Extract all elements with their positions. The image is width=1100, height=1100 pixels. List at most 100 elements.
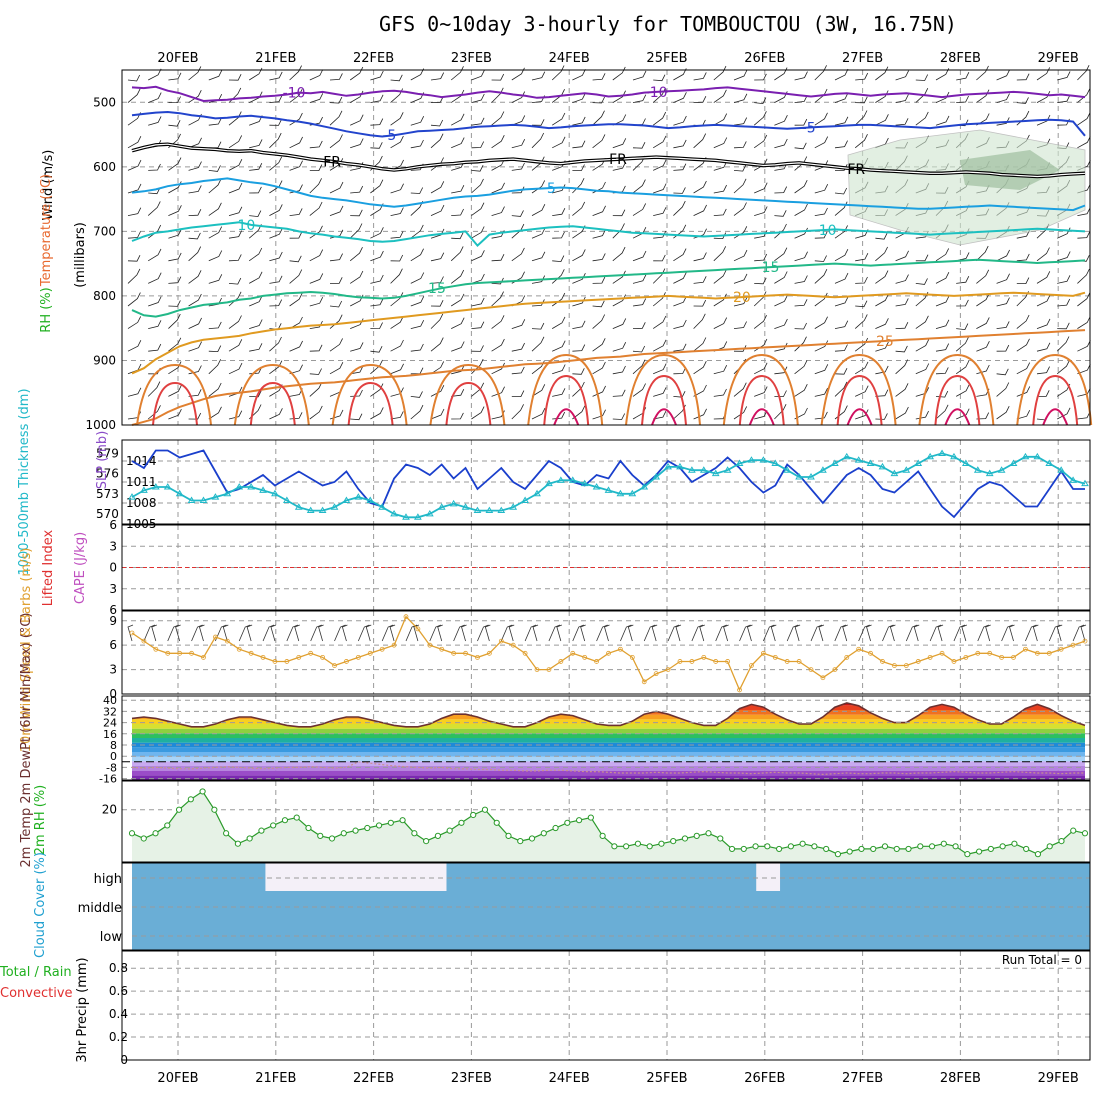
wind-barb bbox=[713, 246, 727, 262]
wind-barb bbox=[329, 300, 343, 308]
surface-wind-barb bbox=[572, 624, 584, 642]
wind-barb bbox=[269, 132, 282, 149]
wind-barb bbox=[632, 383, 646, 397]
wind-barb bbox=[430, 181, 445, 194]
temp-tick-label: -8 bbox=[106, 761, 117, 774]
wind-barb bbox=[814, 411, 828, 420]
wind-barb bbox=[592, 229, 606, 239]
thickness-marker bbox=[271, 489, 279, 497]
isotherm-label: 25 bbox=[876, 334, 894, 350]
rh-point bbox=[434, 832, 442, 839]
wind-barb bbox=[148, 272, 162, 284]
wind-barb bbox=[713, 293, 727, 307]
isotherm-label: 5 bbox=[547, 181, 556, 197]
wind-barb bbox=[1036, 342, 1051, 352]
wind-speed-point bbox=[665, 667, 671, 672]
surface-wind-barb bbox=[643, 624, 656, 642]
wind-barb bbox=[834, 405, 848, 420]
wind-speed-point bbox=[963, 654, 969, 660]
wind-speed-point bbox=[713, 659, 719, 664]
wind-barb bbox=[552, 255, 565, 263]
surface-wind-barb bbox=[905, 624, 918, 642]
wind-barb bbox=[693, 180, 707, 194]
rh-point bbox=[552, 824, 559, 832]
wind-barb bbox=[329, 96, 343, 104]
surface-wind-barb bbox=[310, 624, 322, 642]
wind-barb bbox=[1016, 338, 1030, 352]
wind-barb bbox=[774, 67, 788, 81]
lifted-index-tick-label: 6 bbox=[109, 603, 117, 617]
wind-barb bbox=[733, 93, 748, 103]
wind-tick-label: 3 bbox=[109, 663, 117, 677]
wind-barb bbox=[693, 361, 707, 375]
thickness-marker bbox=[1009, 459, 1018, 467]
wind-barb bbox=[228, 74, 242, 81]
wind-barb bbox=[855, 385, 869, 397]
wind-barb bbox=[612, 413, 626, 420]
cloud-level-label: high bbox=[94, 872, 122, 887]
wind-barb bbox=[208, 359, 222, 375]
wind-barb bbox=[612, 209, 626, 217]
wind-barb bbox=[612, 270, 626, 284]
wind-speed-point bbox=[177, 650, 183, 656]
wind-barb bbox=[875, 270, 889, 284]
thickness-marker bbox=[890, 469, 899, 477]
wind-barb bbox=[269, 156, 283, 171]
wind-barb bbox=[390, 316, 404, 329]
rh-point bbox=[199, 788, 206, 795]
wind-barb bbox=[814, 292, 828, 307]
temp-tick-label: 24 bbox=[103, 717, 117, 730]
wind-speed-point bbox=[725, 659, 731, 664]
wind-barb bbox=[1016, 410, 1031, 420]
thickness-tick-label: 579 bbox=[96, 446, 119, 460]
wind-barb bbox=[450, 66, 464, 81]
wind-barb bbox=[309, 273, 324, 284]
isotherm-label: 20 bbox=[733, 290, 751, 306]
precip-tick-label: 0.8 bbox=[109, 961, 128, 975]
wind-barb bbox=[834, 225, 848, 239]
wind-barb bbox=[976, 317, 990, 329]
wind-barb bbox=[249, 186, 262, 194]
wind-speed-point bbox=[689, 659, 695, 664]
wind-barb bbox=[1036, 247, 1050, 262]
wind-barb bbox=[653, 387, 667, 397]
surface-wind-barb bbox=[524, 624, 537, 642]
wind-barb bbox=[875, 246, 888, 262]
panel-border bbox=[121, 439, 1091, 525]
wind-barb bbox=[531, 299, 545, 307]
wind-barb bbox=[188, 209, 202, 216]
wind-tick-label: 0 bbox=[109, 687, 117, 701]
wind-barb bbox=[814, 364, 829, 375]
rh-point bbox=[293, 814, 300, 821]
isotherm-label: -10 bbox=[645, 85, 668, 101]
wind-barb bbox=[996, 344, 1010, 352]
wind-barb bbox=[350, 185, 364, 194]
wind-barb bbox=[168, 120, 181, 127]
wind-barb bbox=[834, 140, 848, 149]
temperature-axis-label: Temperature (°C) bbox=[39, 174, 54, 287]
isotherm-label: 10 bbox=[819, 223, 837, 239]
wind-barb bbox=[854, 337, 869, 352]
warm-loop-outer bbox=[233, 363, 310, 426]
thickness-marker bbox=[866, 459, 875, 467]
surface-wind-barb bbox=[1009, 624, 1015, 642]
wind-barb bbox=[774, 318, 788, 329]
rh-point bbox=[281, 817, 289, 824]
rh-point bbox=[999, 843, 1006, 850]
wind-barb bbox=[935, 343, 950, 352]
surface-wind-barb bbox=[810, 624, 823, 642]
wind-speed-point bbox=[344, 659, 349, 664]
wind-barb bbox=[350, 138, 364, 149]
wind-barb bbox=[733, 321, 747, 329]
wind-barb bbox=[451, 412, 464, 420]
wind-barb bbox=[875, 294, 889, 307]
wind-barb bbox=[289, 160, 303, 171]
wind-barb bbox=[168, 157, 182, 171]
wind-speed-point bbox=[951, 659, 957, 664]
temp-tick-label: 0 bbox=[110, 750, 117, 763]
surface-wind-barb bbox=[357, 624, 370, 642]
wind-barb bbox=[491, 206, 505, 216]
wind-barb bbox=[774, 342, 788, 352]
wind-barb bbox=[511, 390, 525, 398]
wind-barb bbox=[956, 95, 969, 103]
